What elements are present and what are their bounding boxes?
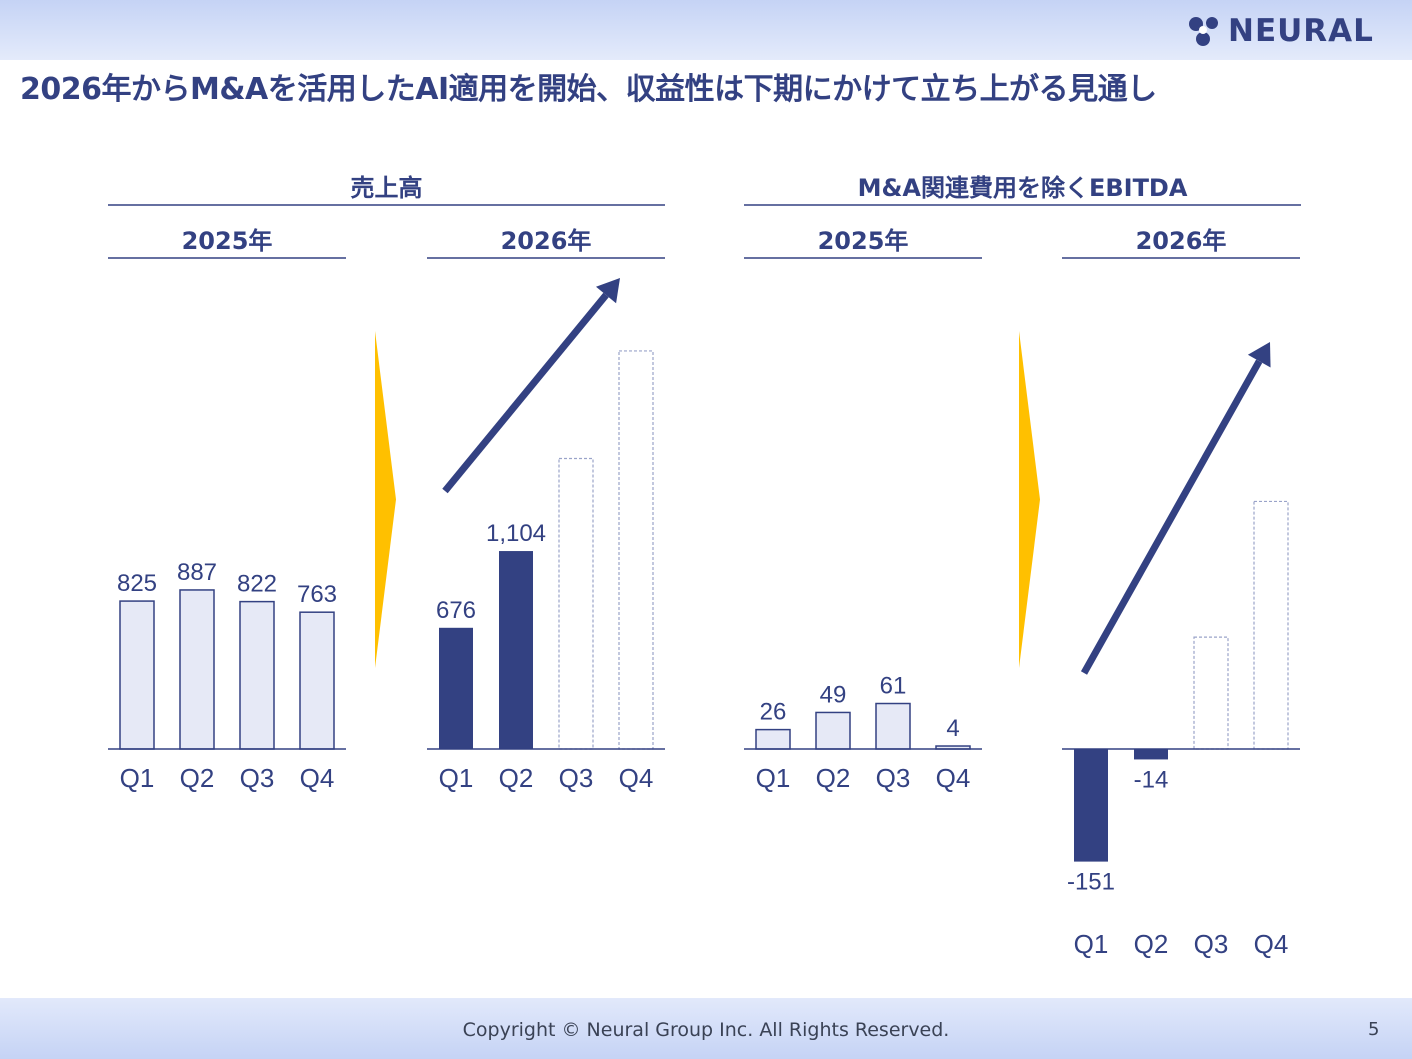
ebitda-trend-arrow-head <box>1247 342 1271 368</box>
page-number: 5 <box>1368 1019 1380 1040</box>
chart-4-tick-q3: Q3 <box>1194 929 1229 959</box>
chart-3-tick-q1: Q1 <box>756 763 791 793</box>
chart-3-label-q4: 4 <box>946 715 959 742</box>
ebitda-group-title: M&A関連費用を除くEBITDA <box>858 174 1188 202</box>
chart-4-tick-q4: Q4 <box>1254 929 1289 959</box>
page-title: 2026年からM&Aを活用したAI適用を開始、収益性は下期にかけて立ち上がる見通… <box>20 72 1157 107</box>
chart-2-label-q2: 1,104 <box>486 520 546 547</box>
logo-text: NEURAL <box>1228 13 1374 49</box>
footer-copyright: Copyright © Neural Group Inc. All Rights… <box>462 1019 950 1041</box>
chart-4-bar-q1 <box>1074 749 1108 862</box>
transition-arrow-1 <box>375 331 396 668</box>
chart-2-bar-q1 <box>439 627 473 749</box>
chart-4-title: 2026年 <box>1136 227 1227 255</box>
neural-logo: NEURAL <box>1186 12 1374 50</box>
chart-3-label-q3: 61 <box>880 673 907 700</box>
chart-4-bar-q4 <box>1253 500 1289 750</box>
charts-area: 売上高 M&A関連費用を除くEBITDA 2025年 825 Q1 887 Q2 822 Q3 7… <box>108 174 1301 959</box>
chart-1-label-q2: 887 <box>177 559 217 586</box>
chart-4-bar-q2 <box>1134 749 1168 760</box>
chart-1-bar-q3 <box>239 600 275 750</box>
ebitda-trend-arrow-shaft <box>1080 359 1263 675</box>
chart-3-tick-q3: Q3 <box>876 763 911 793</box>
chart-2-bar-q4 <box>618 350 654 750</box>
chart-1-label-q3: 822 <box>237 571 277 598</box>
sales-trend-arrow-head <box>595 278 620 304</box>
chart-3-title: 2025年 <box>818 227 909 255</box>
chart-1-tick-q3: Q3 <box>240 763 275 793</box>
chart-4-bar-q3 <box>1193 636 1229 750</box>
chart-2-tick-q4: Q4 <box>619 763 654 793</box>
chart-2-tick-q3: Q3 <box>559 763 594 793</box>
chart-3-label-q1: 26 <box>760 699 787 726</box>
sales-trend-arrow-shaft <box>442 292 609 494</box>
chart-1-title: 2025年 <box>182 227 273 255</box>
chart-1-label-q4: 763 <box>297 581 337 608</box>
chart-1-bar-q1 <box>119 600 155 750</box>
chart-1-bar-q2 <box>179 589 215 750</box>
chart-1-tick-q2: Q2 <box>180 763 215 793</box>
footer-band <box>0 998 1412 1059</box>
chart-4-label-q1: -151 <box>1067 869 1115 896</box>
chart-2-label-q1: 676 <box>436 597 476 624</box>
chart-3-tick-q4: Q4 <box>936 763 971 793</box>
chart-1-tick-q1: Q1 <box>120 763 155 793</box>
chart-4-label-q2: -14 <box>1134 766 1169 793</box>
chart-3-bar-q3 <box>875 702 911 750</box>
chart-3-bar-q2 <box>815 711 851 750</box>
header-band <box>0 0 1412 60</box>
chart-2-title: 2026年 <box>501 227 592 255</box>
chart-3-bar-q1 <box>755 728 791 750</box>
chart-4-tick-q1: Q1 <box>1074 929 1109 959</box>
chart-1-label-q1: 825 <box>117 570 157 597</box>
chart-3-tick-q2: Q2 <box>816 763 851 793</box>
chart-2-tick-q1: Q1 <box>439 763 474 793</box>
chart-2-bar-q2 <box>499 551 533 749</box>
chart-4-tick-q2: Q2 <box>1134 929 1169 959</box>
chart-1-tick-q4: Q4 <box>300 763 335 793</box>
chart-3-label-q2: 49 <box>820 681 847 708</box>
chart-2-bar-q3 <box>558 457 594 750</box>
chart-1-bar-q4 <box>299 611 335 750</box>
chart-2-tick-q2: Q2 <box>499 763 534 793</box>
sales-group-title: 売上高 <box>351 174 423 202</box>
molecule-logo-icon <box>1189 17 1218 46</box>
transition-arrow-2 <box>1019 331 1040 668</box>
